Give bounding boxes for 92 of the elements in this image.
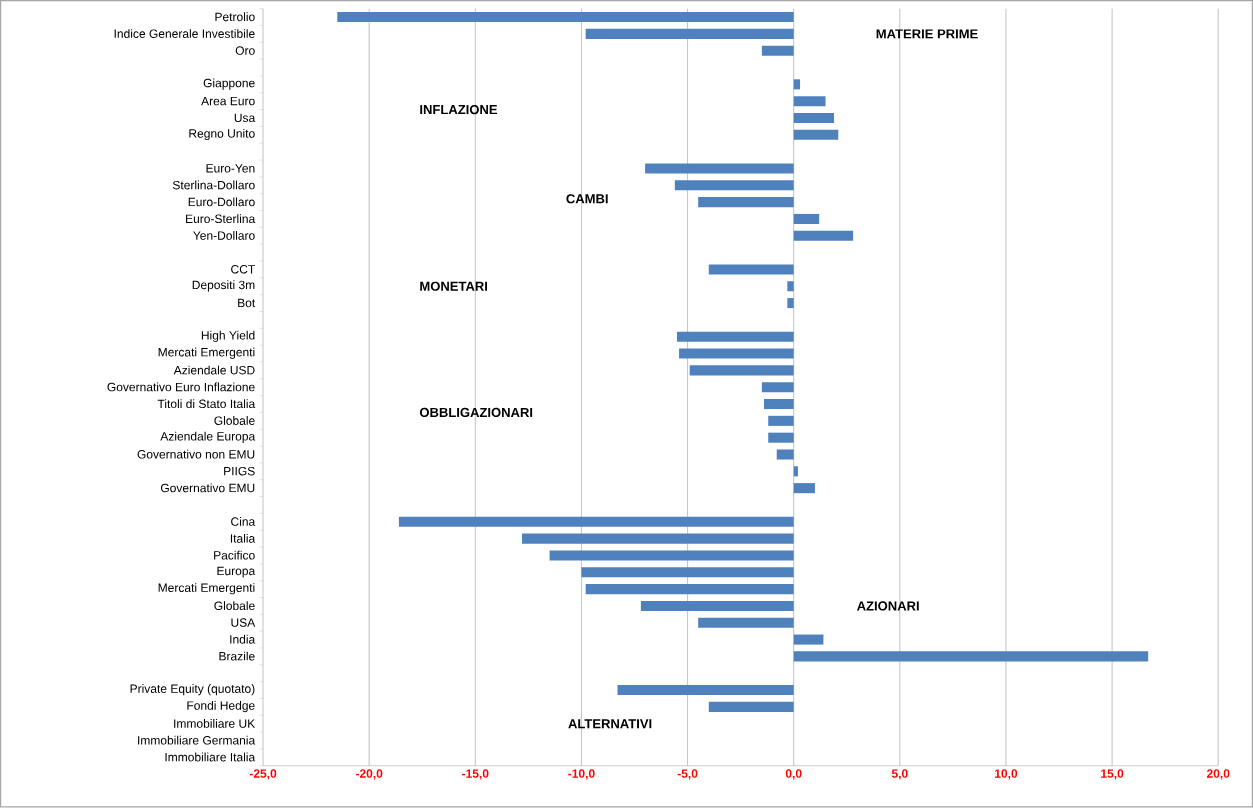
y-tick-label: Immobiliare Germania [138, 735, 256, 745]
y-tick-label: CCT [231, 265, 255, 274]
y-tick-label: Regno Unito [189, 129, 255, 141]
y-tick-label: Yen-Dollaro [193, 231, 255, 241]
y-tick-label: Euro-Dollaro [188, 197, 255, 207]
y-tick-label: Governativo EMU [160, 483, 255, 493]
y-tick-label: Immobiliare Italia [165, 752, 256, 762]
y-tick-label: Immobiliare UK [174, 719, 256, 728]
bar [708, 702, 794, 713]
bar [708, 264, 794, 275]
bar [768, 432, 794, 443]
y-tick-label: Pacifico [214, 550, 255, 560]
y-tick-label: Area Euro [201, 97, 255, 106]
bar [776, 449, 794, 460]
y-tick-label: Globale [214, 416, 255, 426]
bar [793, 634, 824, 645]
y-tick-label: USA [231, 618, 256, 628]
bar [763, 399, 794, 410]
y-tick-label: Governativo Euro Inflazione [107, 382, 255, 392]
y-tick-label: Depositi 3m [192, 280, 255, 292]
y-tick-label: High Yield [201, 331, 255, 343]
bar [793, 466, 798, 477]
x-tick-label: -20,0 [355, 769, 383, 780]
bar [698, 197, 794, 208]
bar [787, 298, 794, 309]
bar [793, 483, 815, 494]
x-tick-label: 10,0 [995, 769, 1018, 780]
x-tick-label: -15,0 [462, 769, 489, 780]
bar [549, 550, 794, 561]
annotation: INFLAZIONE [420, 105, 498, 115]
x-tick-label: 5,0 [891, 769, 908, 780]
annotation: MATERIE PRIME [876, 29, 978, 39]
y-tick-label: Private Equity (quotato) [130, 684, 255, 696]
y-tick-label: Indice Generale Investibile [114, 29, 255, 39]
y-tick-label: Aziendale USD [173, 365, 255, 375]
bar [793, 113, 835, 124]
bar [398, 516, 794, 528]
bar [793, 130, 839, 141]
y-tick-label: Governativo non EMU [137, 449, 255, 459]
y-tick-label: Cina [231, 517, 256, 527]
bar [674, 180, 794, 191]
bar [793, 214, 820, 225]
annotation: CAMBI [566, 194, 608, 204]
y-tick-label: India [230, 635, 256, 644]
x-tick-label: 15,0 [1101, 769, 1124, 780]
y-tick-label: Euro-Sterlina [186, 214, 256, 224]
annotation: MONETARI [420, 281, 488, 292]
bar [585, 29, 794, 40]
bar [761, 45, 794, 56]
bar [768, 416, 794, 427]
bar [645, 163, 794, 174]
x-tick-label: -25,0 [249, 769, 277, 780]
bar [617, 685, 794, 696]
bar [689, 365, 794, 376]
bar [679, 348, 794, 359]
bar [698, 617, 794, 628]
bar [793, 96, 826, 107]
y-tick-label: Aziendale Europa [160, 431, 256, 444]
bar [522, 533, 794, 544]
y-tick-label: Italia [230, 534, 256, 543]
bar [585, 584, 794, 595]
y-tick-label: Oro [235, 46, 255, 55]
x-tick-label: -5,0 [677, 769, 698, 780]
y-tick-label: Mercati Emergenti [158, 583, 255, 595]
y-tick-label: Globale [214, 601, 255, 611]
bar [676, 331, 794, 342]
y-tick-label: Europa [217, 566, 256, 578]
y-tick-label: Fondi Hedge [187, 701, 255, 713]
y-tick-label: Sterlina-Dollaro [172, 180, 255, 190]
bar [787, 281, 794, 292]
x-tick-label: -10,0 [568, 769, 595, 780]
x-tick-label: 0,0 [785, 769, 802, 780]
bar [337, 12, 794, 23]
y-tick-label: Euro-Yen [206, 164, 255, 173]
x-tick-label: 20,0 [1206, 769, 1230, 780]
bar [640, 601, 794, 612]
annotation: ALTERNATIVI [568, 719, 652, 729]
bar [793, 230, 854, 242]
bar [761, 382, 794, 393]
y-tick-label: Petrolio [215, 12, 255, 22]
y-tick-label: Usa [234, 113, 256, 123]
bar [793, 651, 1149, 662]
y-tick-label: Giappone [203, 78, 255, 90]
y-tick-label: Brazile [219, 651, 255, 661]
y-tick-label: Titoli di Stato Italia [157, 399, 256, 409]
y-tick-label: Bot [238, 298, 256, 308]
bar [581, 567, 794, 578]
annotation: AZIONARI [857, 601, 919, 611]
y-tick-label: PIIGS [224, 467, 255, 476]
y-tick-label: Mercati Emergenti [158, 347, 255, 360]
bar [793, 79, 801, 90]
annotation: OBBLIGAZIONARI [419, 408, 533, 418]
